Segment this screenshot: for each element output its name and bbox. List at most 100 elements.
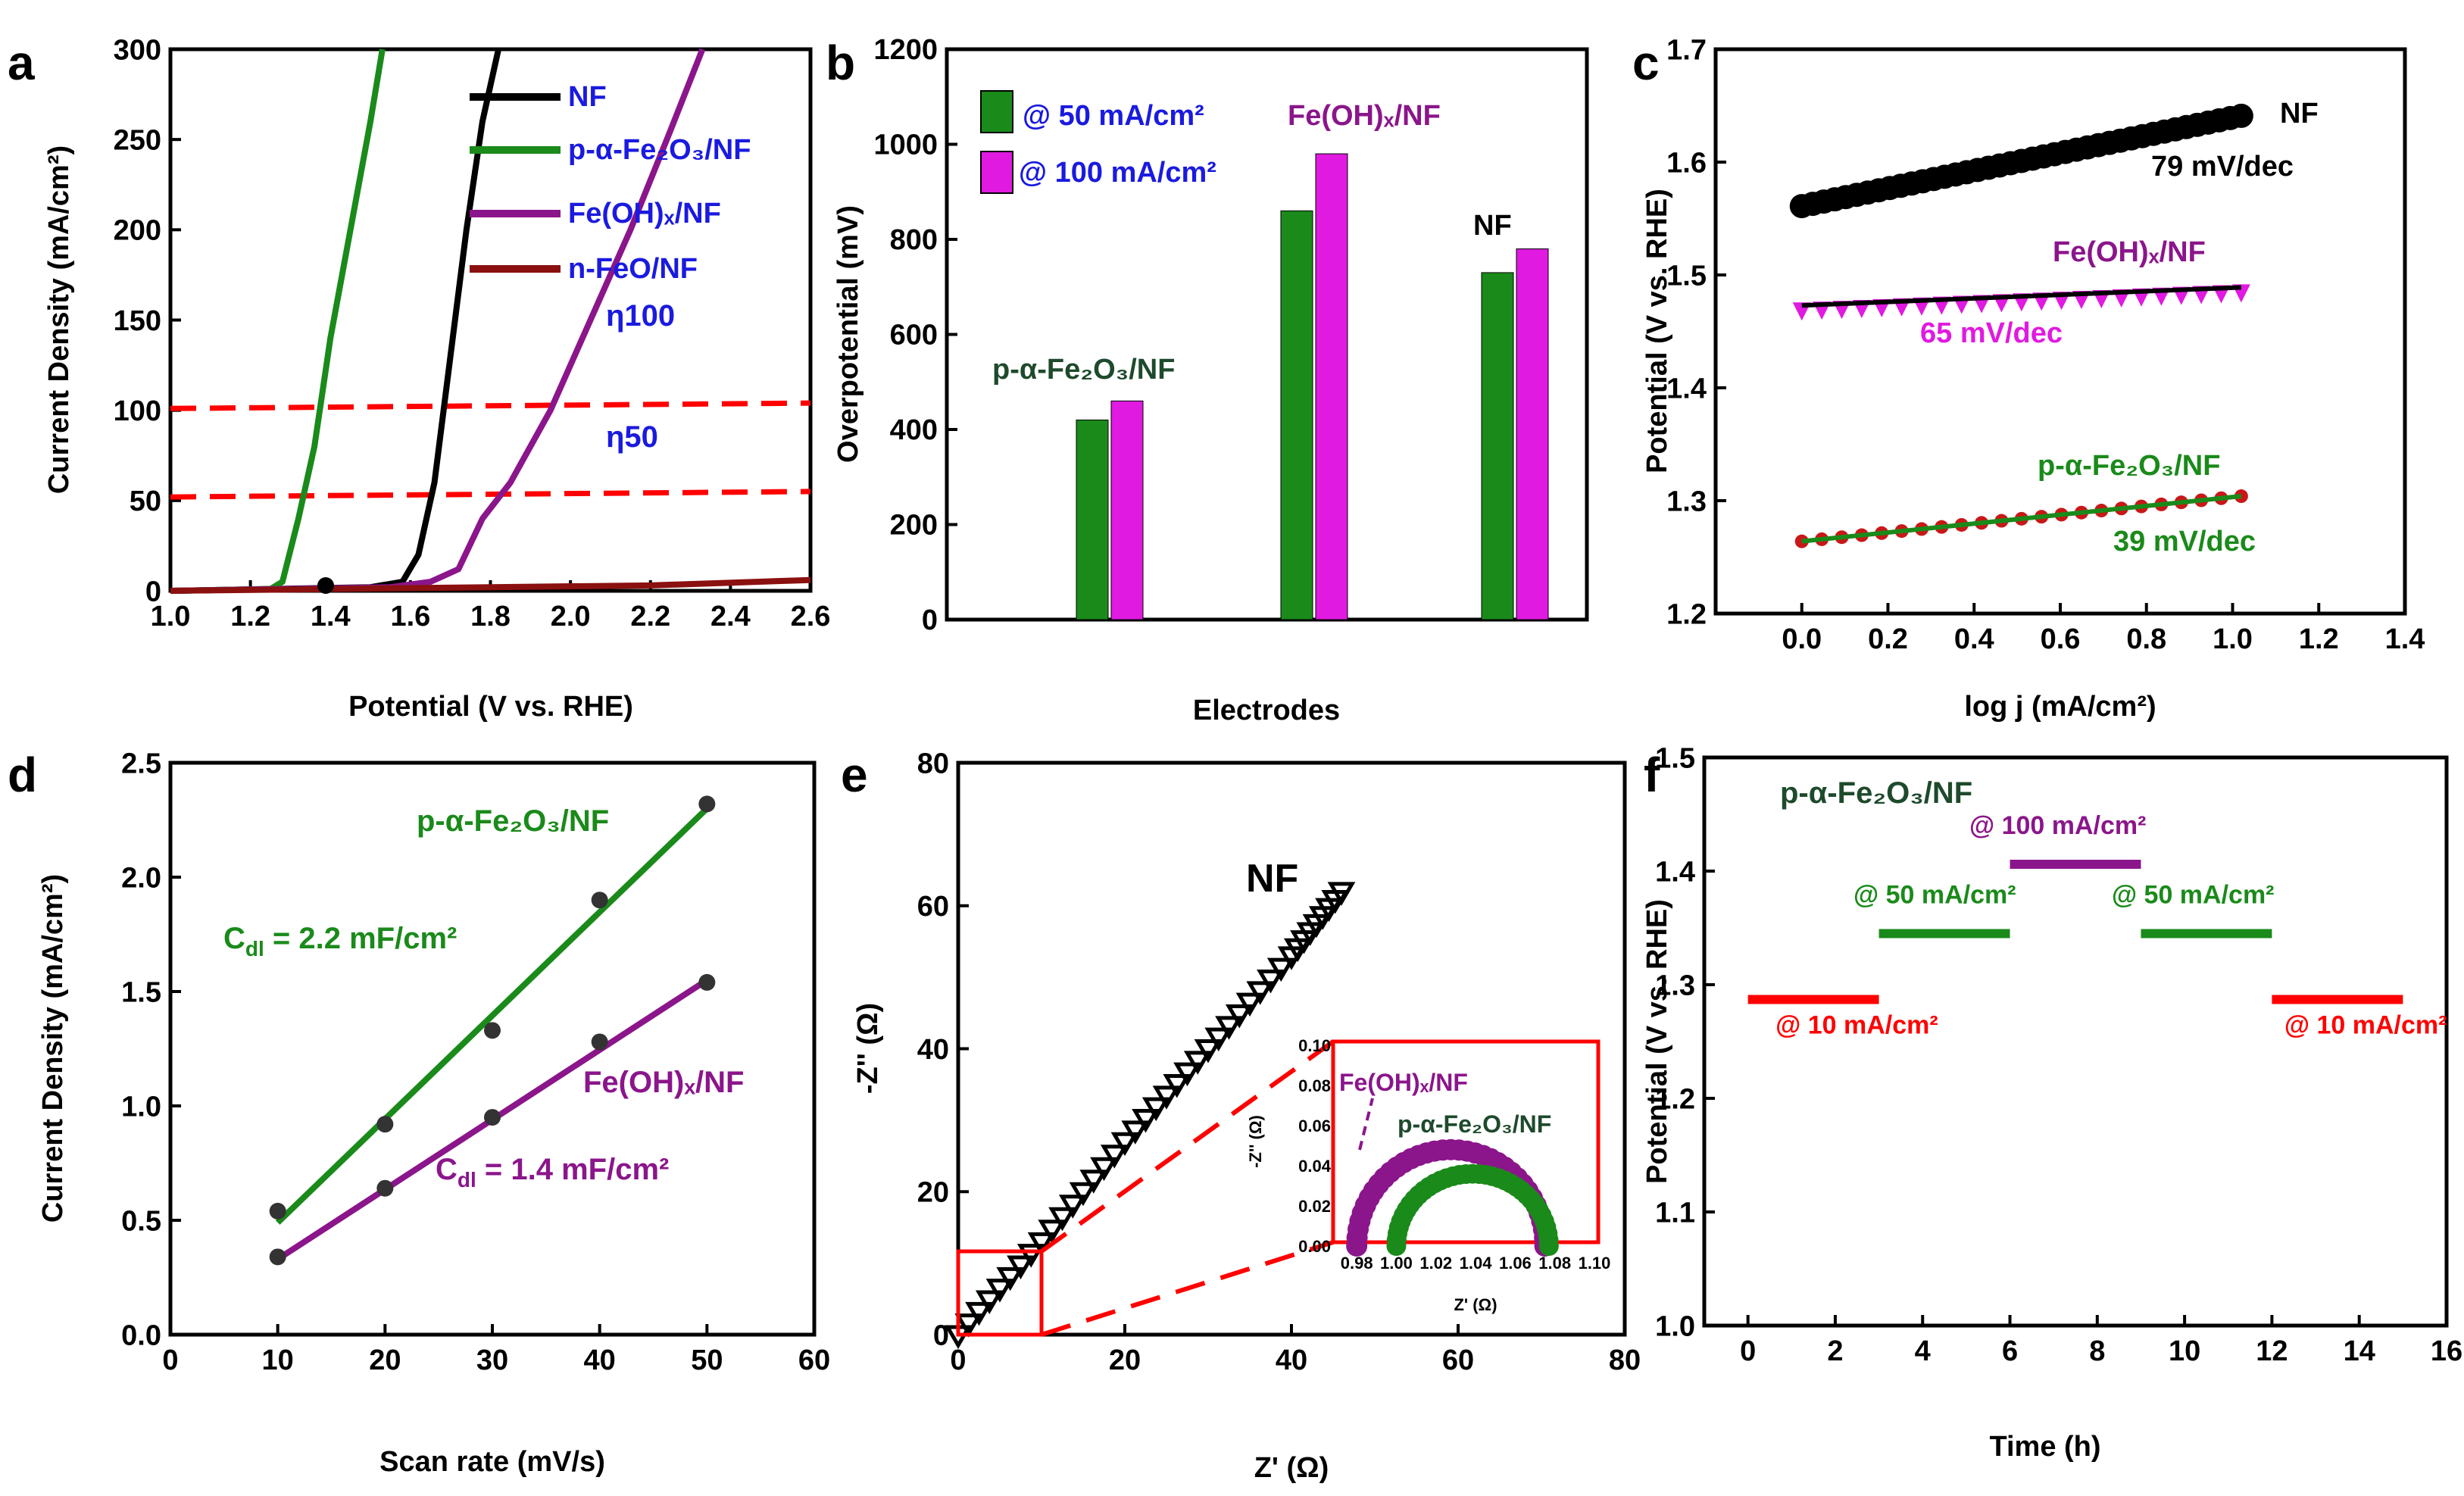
segment-label: @ 50 mA/cm² (2112, 881, 2275, 910)
y-tick-label: 1.2 (1655, 1083, 1695, 1115)
y-tick-label: 600 (890, 320, 938, 351)
series-line (170, 576, 811, 594)
data-point (1183, 1051, 1212, 1075)
x-tick-label: 0.4 (1954, 623, 1994, 655)
data-point (376, 1116, 394, 1133)
data-point (1121, 1120, 1150, 1145)
series-label-fe2o3: p-α-Fe₂O₃/NF (417, 804, 609, 838)
inset-pointer (1358, 1098, 1374, 1151)
x-tick-label: 2.0 (551, 601, 591, 632)
y-tick-label: 2.0 (121, 862, 161, 894)
data-point (376, 1179, 394, 1197)
bar (1280, 210, 1313, 620)
x-tick-label: 16 (2431, 1335, 2462, 1367)
data-point (1215, 1016, 1243, 1040)
data-point (1100, 1145, 1129, 1169)
data-point (269, 1202, 286, 1220)
panel-d: d 0 10 20 30 40 50 60 0.0 0.5 1.0 1.5 2.0 2.5 Scan r… (8, 748, 830, 1478)
fit-line (1801, 285, 2241, 308)
segment-label: @ 10 mA/cm² (2284, 1011, 2447, 1040)
y-tick-label: 0 (933, 1320, 949, 1351)
zoom-connector-top (1040, 1039, 1335, 1254)
x-tick-label: 20 (1109, 1345, 1141, 1376)
bar (1315, 153, 1348, 620)
x-tick-label: 14 (2344, 1335, 2375, 1367)
x-tick-label: 6 (2002, 1335, 2018, 1367)
data-point (1079, 1170, 1108, 1194)
x-tick-label: 0 (162, 1345, 178, 1376)
x-tick-label: 1.0 (151, 601, 191, 632)
y-tick-label: 2.5 (121, 748, 161, 779)
bar (1110, 400, 1144, 620)
x-axis-label: Time (h) (1989, 1431, 2100, 1463)
slope-label-nf: 79 mV/dec (2151, 151, 2294, 183)
cdl-label-fe2o3: Cdl = 2.2 mF/cm² (223, 922, 457, 960)
y-tick-label: 0.5 (121, 1205, 161, 1237)
slope-label-fe2o3: 39 mV/dec (2113, 526, 2256, 557)
y-tick-label: 100 (114, 395, 161, 427)
bar (1076, 419, 1109, 620)
data-point (954, 1313, 983, 1338)
legend-label-50: @ 50 mA/cm² (1023, 100, 1204, 132)
y-tick-label: 0.0 (121, 1320, 161, 1351)
data-point (1141, 1097, 1170, 1122)
x-tick-label: 0 (950, 1345, 966, 1376)
data-point (985, 1279, 1014, 1303)
panel-letter: f (1644, 748, 1660, 802)
x-tick-label: 80 (1609, 1345, 1641, 1376)
inset-y-label: -Z'' (Ω) (1246, 1115, 1265, 1168)
series-label-nf: NF (1246, 857, 1298, 901)
panel-b: b 0 200 400 600 800 1000 1200 Electrodes Overp… (826, 34, 1589, 726)
panel-letter: d (8, 748, 37, 802)
x-tick-label: 40 (1276, 1345, 1307, 1376)
x-tick-label: 2 (1827, 1335, 1843, 1367)
x-tick-label: 0.0 (1782, 623, 1822, 655)
cdl-label-feoh: Cdl = 1.4 mF/cm² (436, 1153, 669, 1191)
x-tick-label: 10 (2169, 1335, 2200, 1367)
x-tick-label: 1.4 (311, 601, 351, 632)
data-point (1235, 992, 1264, 1017)
data-point (1327, 882, 1356, 906)
series-line (170, 48, 386, 594)
x-tick-label: 0 (1740, 1335, 1756, 1367)
inset-x-tick-label: 1.02 (1419, 1254, 1452, 1273)
y-tick-label: 200 (114, 215, 161, 247)
panel-letter: a (8, 36, 35, 90)
data-point (1194, 1039, 1223, 1063)
y-tick-label: 1.6 (1666, 147, 1707, 179)
y-tick-label: 1000 (873, 130, 938, 161)
y-tick-label: 250 (114, 124, 161, 156)
panel-f: f 0 2 4 6 8 10 12 14 16 1.0 1.1 1.2 1.3 1.4 1.5 @ 10 m… (1641, 742, 2462, 1463)
data-point (484, 1022, 501, 1039)
category-label-feoh: Fe(OH)ₓ/NF (1288, 100, 1441, 132)
x-tick-label: 0.2 (1868, 623, 1908, 655)
inset-label-fe2o3: p-α-Fe₂O₃/NF (1398, 1110, 1551, 1138)
y-tick-label: 200 (890, 510, 938, 542)
bar (1481, 272, 1514, 620)
y-axis-label: Overpotential (mV) (832, 205, 864, 463)
data-point (1257, 969, 1285, 994)
y-tick-label: 50 (130, 486, 161, 517)
x-tick-label: 1.2 (2299, 623, 2339, 655)
y-tick-label: 1200 (873, 34, 938, 66)
y-tick-label: 1.7 (1666, 34, 1707, 66)
inset: 0.98 1.00 1.02 1.04 1.06 1.08 1.10 0.00 0.02 0.04… (1246, 1036, 1610, 1314)
panel-letter: b (826, 36, 855, 90)
y-tick-label: 1.3 (1666, 486, 1707, 517)
category-label-nf: NF (1473, 210, 1512, 242)
x-tick-label: 20 (369, 1345, 401, 1376)
series-label-feoh: Fe(OH)ₓ/NF (2053, 236, 2206, 268)
x-tick-label: 60 (1442, 1345, 1474, 1376)
x-axis-label: Z' (Ω) (1254, 1452, 1329, 1484)
data-point (1038, 1220, 1066, 1244)
y-tick-label: 1.3 (1655, 970, 1695, 1001)
data-point (1266, 957, 1295, 982)
x-axis-label: Electrodes (1193, 695, 1340, 726)
x-tick-label: 2.2 (630, 601, 670, 632)
inset-x-tick-label: 1.04 (1460, 1254, 1493, 1273)
inset-x-tick-label: 1.10 (1579, 1254, 1611, 1273)
x-tick-label: 8 (2089, 1335, 2105, 1367)
plot-frame (168, 760, 817, 1337)
y-tick-label: 1.4 (1655, 856, 1695, 888)
series-label-feoh: Fe(OH)ₓ/NF (583, 1066, 744, 1099)
